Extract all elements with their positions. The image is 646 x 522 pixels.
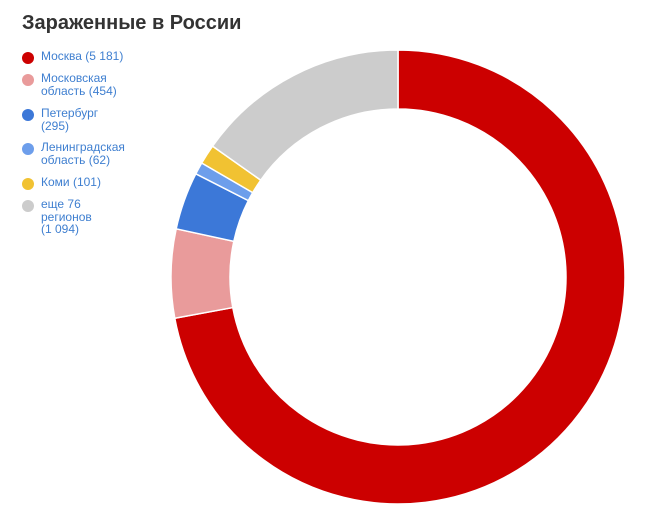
legend-label-leningrad-oblast: Ленинградская область (62)	[41, 140, 125, 167]
legend-label-komi: Коми (101)	[41, 175, 101, 189]
legend-item-moscow[interactable]: Москва (5 181)	[22, 50, 151, 64]
legend-swatch-other-regions	[22, 200, 34, 212]
legend-label-moscow: Москва (5 181)	[41, 49, 124, 63]
slice-other-regions[interactable]	[211, 49, 399, 182]
legend-swatch-moscow	[22, 52, 34, 64]
legend-item-leningrad-oblast[interactable]: Ленинградская область (62)	[22, 141, 151, 166]
legend-swatch-leningrad-oblast	[22, 143, 34, 155]
legend-item-other-regions[interactable]: еще 76 регионов (1 094)	[22, 198, 151, 236]
legend-item-moscow-oblast[interactable]: Московская область (454)	[22, 72, 151, 97]
legend-item-petersburg[interactable]: Петербург (295)	[22, 107, 151, 132]
legend-swatch-komi	[22, 178, 34, 190]
legend-label-petersburg: Петербург (295)	[41, 106, 99, 133]
legend-swatch-petersburg	[22, 109, 34, 121]
slice-moscow[interactable]	[173, 49, 626, 505]
legend-label-moscow-oblast: Московская область (454)	[41, 71, 117, 98]
legend-label-other-regions: еще 76 регионов (1 094)	[41, 197, 92, 236]
slice-moscow-oblast[interactable]	[170, 227, 235, 320]
legend-item-komi[interactable]: Коми (101)	[22, 176, 151, 190]
legend-swatch-moscow-oblast	[22, 74, 34, 86]
chart-title: Зараженные в России	[22, 12, 242, 34]
